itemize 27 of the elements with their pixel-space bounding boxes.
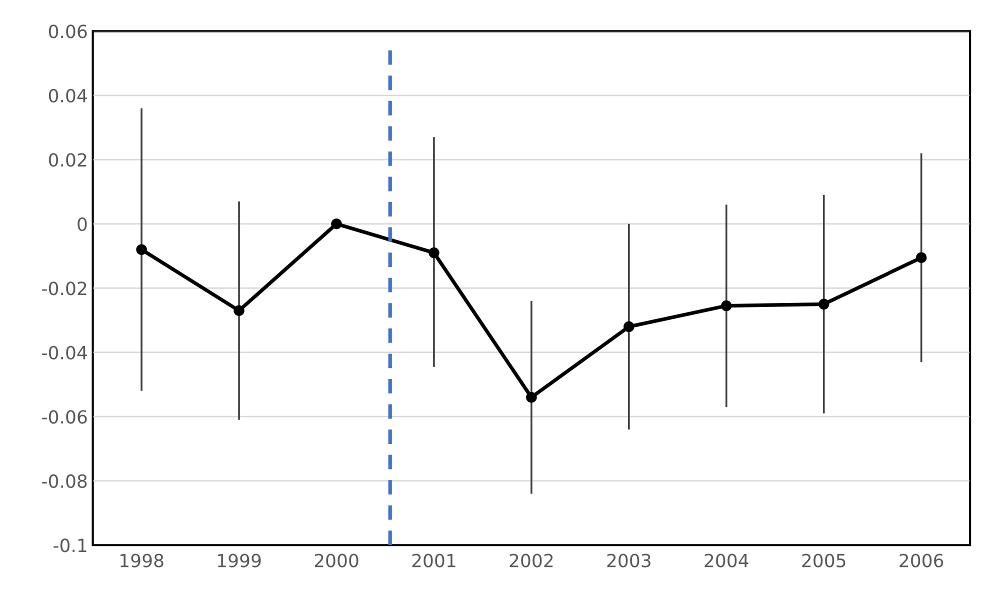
x-tick-label: 1999 xyxy=(218,554,261,568)
point xyxy=(331,218,342,230)
y-tick-label: 0 xyxy=(78,217,87,231)
y-tick-label: -0.1 xyxy=(54,538,86,552)
y-tick-label: 0.06 xyxy=(48,24,87,38)
x-tick-label: 2002 xyxy=(510,554,553,568)
point xyxy=(428,247,440,258)
y-tick-label: -0.06 xyxy=(42,410,87,424)
point xyxy=(136,244,147,255)
x-tick-label: 2004 xyxy=(704,554,748,568)
point xyxy=(720,300,732,312)
x-tick-label: 2003 xyxy=(607,554,650,568)
point xyxy=(624,321,634,332)
y-tick-label: -0.02 xyxy=(42,282,86,296)
y-tick-label: 0.04 xyxy=(48,88,87,103)
x-tick-label: 2000 xyxy=(314,554,358,568)
x-tick-label: 1998 xyxy=(120,554,164,568)
point xyxy=(916,252,927,263)
x-tick-label: 2005 xyxy=(802,554,846,568)
y-tick-label: -0.08 xyxy=(42,474,87,488)
y-tick-label: -0.04 xyxy=(42,346,87,360)
x-tick-label: 2001 xyxy=(412,554,456,568)
point xyxy=(818,298,830,310)
point xyxy=(234,305,244,316)
x-tick-label: 2006 xyxy=(900,554,944,568)
y-tick-label: 0.02 xyxy=(48,153,86,167)
point xyxy=(526,392,537,403)
